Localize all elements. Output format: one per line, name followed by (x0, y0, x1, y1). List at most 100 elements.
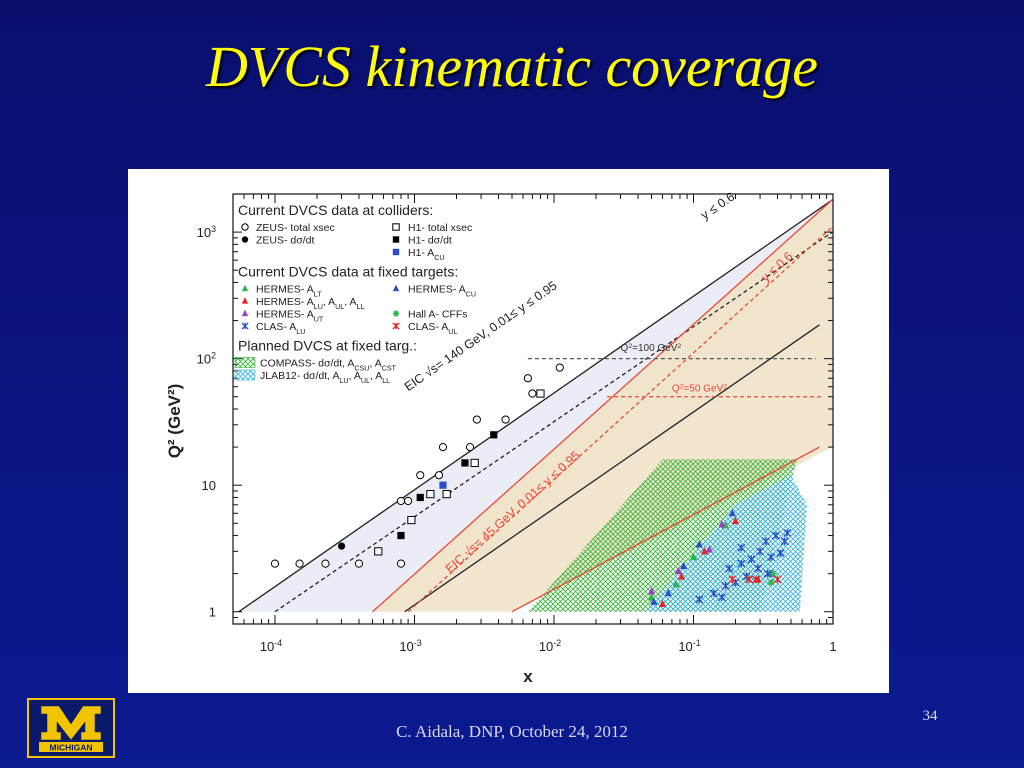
point-s7-3 (718, 520, 726, 528)
legend-heading-0: Current DVCS data at colliders: (238, 202, 433, 218)
dvcs-coverage-chart: EIC √s= 140 GeV, 0.01≤ y ≤ 0.95y ≤ 0.6EI… (165, 190, 837, 686)
x-tick-label: 1 (829, 639, 836, 654)
x-tick-label: 10-4 (260, 638, 282, 654)
point-s10-2 (717, 593, 727, 602)
legend-marker-0-1-1 (392, 236, 400, 243)
point-s0-2 (321, 559, 330, 568)
point-s10-14 (767, 553, 776, 562)
line-5 (511, 446, 820, 613)
legend-heading-1: Current DVCS data at fixed targets: (238, 264, 458, 280)
x-axis-label: x (523, 667, 533, 686)
axis-ticks: 10-4 10-3 10-2 10-1 1 1 10 102 103 (197, 193, 837, 654)
point-s10-3 (721, 581, 730, 590)
logo-text: MICHIGAN (50, 743, 93, 753)
legend-label-0-0-0: ZEUS- total xsec (256, 222, 335, 234)
point-s8-0 (650, 597, 658, 605)
point-s0-6 (404, 496, 413, 506)
point-s2-0 (374, 547, 383, 556)
point-s6-0 (658, 599, 667, 608)
point-s10-13 (763, 569, 772, 578)
point-s5-0 (647, 593, 656, 601)
point-s7-0 (647, 587, 656, 595)
point-s7-1 (674, 566, 683, 574)
point-s10-9 (747, 555, 756, 564)
point-s9-1 (769, 570, 777, 578)
point-s11-2 (751, 575, 760, 584)
point-s11-0 (728, 575, 737, 584)
point-s0-3 (354, 559, 364, 568)
point-s6-1 (677, 572, 686, 580)
legend-label-2-1-0: JLAB12- dσ/dt, ALU, AUL, ALL (260, 370, 390, 385)
legend-heading-2: Planned DVCS at fixed targ.: (238, 338, 417, 354)
legend: Current DVCS data at colliders: ZEUS- tot… (234, 202, 476, 385)
legend-label-1-2-1: Hall A- CFFs (408, 309, 468, 321)
point-s2-1 (407, 515, 416, 525)
line-0 (238, 199, 833, 613)
legend-label-1-2-0: HERMES- AUT (256, 309, 324, 324)
y-tick-label: 10 (202, 478, 216, 493)
line-2 (404, 324, 820, 613)
line-4 (407, 226, 833, 613)
point-s2-5 (536, 389, 545, 398)
legend-label-0-0-1: H1- total xsec (408, 222, 472, 234)
legend-label-1-0-1: HERMES- ACU (408, 284, 476, 299)
point-s8-1 (664, 589, 672, 597)
legend-label-0-1-1: H1- dσ/dt (408, 235, 452, 247)
x-tick-label: 10-1 (678, 638, 700, 654)
legend-marker-1-3-0 (241, 322, 249, 330)
point-s11-1 (744, 575, 754, 584)
slide-number: 34 (922, 708, 938, 724)
point-s5-1 (672, 580, 680, 588)
point-s0-1 (295, 559, 304, 568)
slide-title: DVCS kinematic coverage (205, 34, 818, 99)
point-s4-0 (439, 481, 447, 489)
point-s1-0 (337, 542, 346, 550)
legend-label-0-2-1: H1- ACU (408, 247, 445, 262)
point-s10-1 (709, 589, 718, 598)
point-s8-3 (695, 540, 703, 548)
point-s0-10 (465, 442, 475, 452)
point-s8-4 (728, 509, 736, 517)
point-s10-7 (737, 543, 746, 552)
y-axis-label: Q² (GeV²) (165, 384, 184, 459)
point-s5-2 (689, 552, 698, 561)
legend-marker-1-1-0 (241, 297, 249, 304)
chart-panel: EIC √s= 140 GeV, 0.01≤ y ≤ 0.95 y ≤ 0.6 EI… (128, 169, 889, 693)
legend-marker-0-2-1 (392, 248, 400, 256)
point-s10-0 (695, 595, 704, 604)
university-logo: MICHIGAN (27, 698, 115, 758)
annotation-5: Q2=50 GeV2 (672, 383, 727, 395)
line-1 (274, 231, 833, 613)
point-s0-12 (501, 415, 510, 424)
point-s0-5 (396, 496, 406, 506)
legend-marker-1-3-1 (392, 322, 400, 330)
point-s10-18 (783, 528, 792, 537)
y-tick-label: 103 (197, 224, 216, 240)
x-tick-label: 10-3 (399, 638, 421, 654)
point-s10-16 (776, 549, 785, 558)
point-s6-2 (700, 547, 709, 555)
point-s10-6 (737, 559, 746, 568)
x-tick-label: 10-2 (539, 638, 561, 654)
point-s2-3 (442, 490, 451, 499)
point-s0-13 (523, 374, 532, 383)
point-s10-10 (753, 564, 763, 573)
point-s0-11 (472, 415, 481, 424)
legend-marker-0-1-0 (241, 236, 249, 243)
point-s7-2 (705, 545, 713, 553)
legend-label-1-3-0: CLAS- ALU (256, 321, 305, 336)
legend-label-2-0-0: COMPASS- dσ/dt, ACSU, ACST (260, 358, 397, 373)
point-s6-3 (731, 516, 740, 525)
data-points (270, 363, 792, 608)
point-s0-8 (434, 471, 444, 480)
point-s3-3 (490, 431, 498, 439)
region-3 (645, 475, 807, 612)
point-s2-2 (426, 490, 435, 499)
point-s3-2 (461, 459, 469, 467)
point-s0-7 (416, 471, 425, 480)
legend-marker-1-2-1 (392, 310, 400, 317)
legend-label-1-3-1: CLAS- AUL (408, 321, 457, 336)
point-s0-14 (528, 389, 537, 398)
point-s11-3 (773, 575, 782, 584)
y-tick-label: 1 (209, 605, 216, 620)
